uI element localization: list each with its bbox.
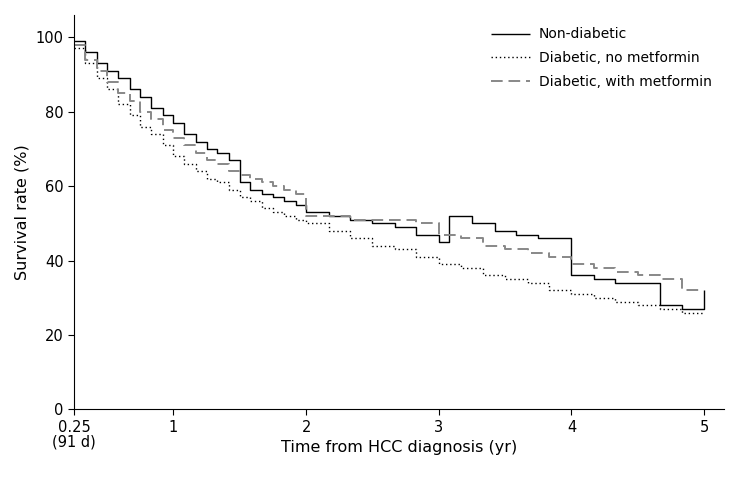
Diabetic, no metformin	[246, 198, 255, 204]
Non-diabetic	[213, 150, 222, 156]
Diabetic, with metformin	[700, 288, 709, 294]
Legend: Non-diabetic, Diabetic, no metformin, Diabetic, with metformin: Non-diabetic, Diabetic, no metformin, Di…	[486, 22, 717, 95]
Non-diabetic	[158, 105, 167, 111]
Line: Diabetic, with metformin: Diabetic, with metformin	[74, 45, 704, 291]
Diabetic, with metformin	[677, 288, 686, 294]
Text: (91 d): (91 d)	[52, 435, 96, 449]
Non-diabetic	[302, 209, 310, 215]
Line: Diabetic, no metformin: Diabetic, no metformin	[74, 49, 704, 313]
Diabetic, with metformin	[345, 213, 354, 219]
Diabetic, no metformin	[478, 265, 487, 271]
Diabetic, no metformin	[700, 310, 709, 316]
Diabetic, with metformin	[180, 135, 188, 141]
Diabetic, no metformin	[345, 228, 354, 234]
X-axis label: Time from HCC diagnosis (yr): Time from HCC diagnosis (yr)	[281, 441, 517, 455]
Diabetic, no metformin	[69, 46, 78, 51]
Diabetic, with metformin	[69, 42, 78, 48]
Non-diabetic	[69, 38, 78, 44]
Diabetic, with metformin	[246, 176, 255, 182]
Diabetic, with metformin	[246, 172, 255, 178]
Non-diabetic	[258, 187, 267, 193]
Non-diabetic	[677, 306, 686, 312]
Diabetic, with metformin	[191, 142, 200, 148]
Line: Non-diabetic: Non-diabetic	[74, 41, 704, 309]
Non-diabetic	[246, 179, 255, 185]
Non-diabetic	[700, 288, 709, 294]
Diabetic, with metformin	[478, 235, 487, 241]
Diabetic, no metformin	[180, 153, 188, 159]
Diabetic, no metformin	[246, 195, 255, 200]
Non-diabetic	[213, 146, 222, 152]
Diabetic, no metformin	[191, 161, 200, 167]
Diabetic, no metformin	[677, 310, 686, 316]
Y-axis label: Survival rate (%): Survival rate (%)	[15, 145, 30, 280]
